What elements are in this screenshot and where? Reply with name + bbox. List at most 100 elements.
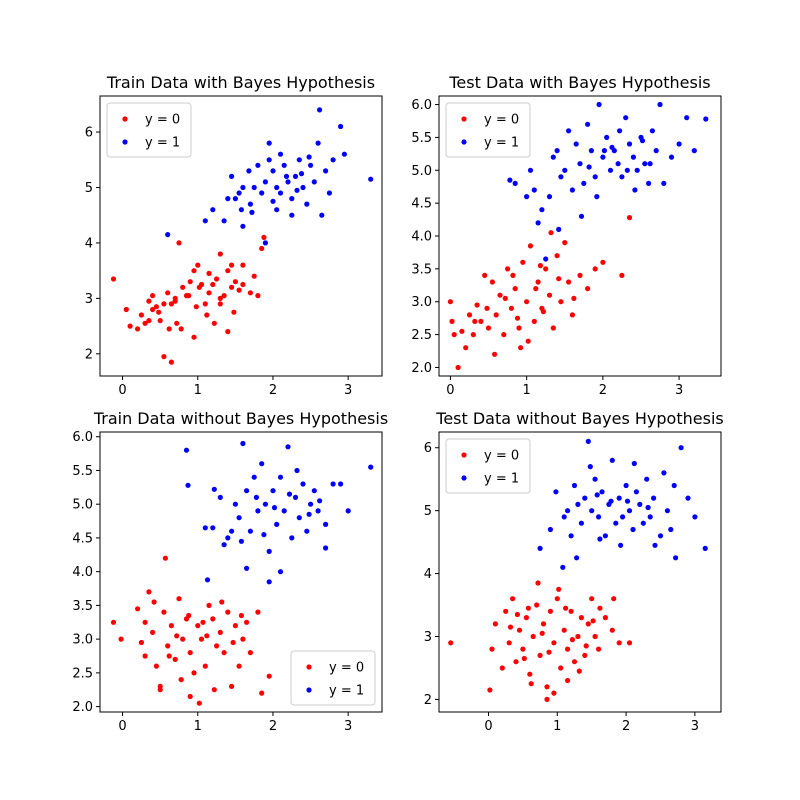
data-point-y0	[556, 586, 562, 592]
data-point-y1	[599, 489, 605, 495]
data-point-y0	[520, 259, 526, 265]
data-point-y1	[315, 508, 321, 514]
data-point-y1	[617, 128, 623, 134]
data-point-y0	[221, 293, 227, 299]
data-point-y1	[671, 482, 677, 489]
data-point-y0	[492, 351, 498, 357]
data-point-y0	[166, 653, 172, 659]
data-point-y1	[647, 514, 653, 520]
data-point-y1	[311, 179, 317, 185]
data-point-y1	[210, 525, 216, 531]
data-point-y0	[176, 596, 182, 602]
data-point-y0	[616, 640, 622, 646]
data-point-y1	[368, 464, 374, 470]
y-tick-label: 4	[85, 236, 93, 251]
data-point-y0	[161, 609, 167, 615]
data-point-y0	[514, 315, 521, 321]
data-point-y1	[602, 533, 609, 539]
data-point-y1	[678, 445, 684, 451]
y-tick-label: 3.5	[72, 599, 93, 614]
x-tick-label: 1	[194, 719, 202, 734]
data-point-y0	[508, 305, 514, 311]
data-point-y1	[592, 174, 598, 180]
data-point-y0	[247, 290, 253, 296]
data-point-y0	[187, 279, 193, 285]
legend: y = 0 y = 1	[106, 102, 192, 158]
data-point-y0	[589, 596, 595, 602]
legend: y = 0 y = 1	[290, 650, 376, 706]
data-point-y0	[546, 649, 552, 655]
data-point-y0	[150, 306, 156, 313]
data-point-y0	[247, 650, 253, 656]
data-point-y1	[594, 492, 600, 498]
legend-marker	[306, 664, 312, 670]
data-point-y0	[530, 633, 536, 640]
legend-marker	[306, 687, 312, 693]
data-point-y1	[585, 438, 591, 444]
data-point-y1	[238, 207, 244, 213]
data-point-y0	[582, 652, 588, 659]
data-point-y0	[575, 633, 581, 640]
data-point-y1	[562, 167, 568, 173]
data-point-y1	[537, 545, 543, 552]
data-point-y0	[499, 665, 505, 671]
data-point-y1	[202, 218, 208, 224]
chart-panel-2: Test Data with Bayes Hypothesis 0 1 2 3 2.0 2.…	[411, 73, 722, 398]
chart-title: Test Data without Bayes Hypothesis	[435, 409, 723, 428]
data-point-y1	[330, 157, 336, 163]
data-point-y0	[110, 619, 117, 625]
data-point-y1	[601, 148, 608, 154]
data-point-y0	[232, 279, 238, 285]
legend-entry: y = 0	[145, 113, 180, 128]
data-point-y0	[214, 643, 220, 649]
y-tick-label: 6.0	[411, 98, 432, 113]
data-point-y1	[244, 488, 250, 494]
data-point-y0	[547, 608, 554, 614]
data-point-y0	[214, 276, 220, 282]
data-point-y0	[123, 306, 129, 313]
data-point-y0	[266, 673, 272, 679]
data-point-y1	[578, 213, 585, 219]
data-point-y0	[509, 596, 516, 602]
data-point-y0	[157, 687, 163, 693]
y-tick-label: 3.0	[72, 633, 93, 648]
data-point-y1	[306, 154, 312, 160]
data-point-y1	[236, 515, 242, 521]
data-point-y0	[514, 611, 521, 618]
data-point-y0	[240, 636, 246, 642]
data-point-y1	[624, 167, 630, 173]
data-point-y0	[474, 302, 480, 308]
data-point-y0	[524, 299, 530, 305]
data-point-y0	[528, 681, 534, 687]
data-point-y1	[566, 128, 572, 134]
data-point-y0	[168, 623, 174, 629]
data-point-y1	[692, 514, 698, 520]
data-point-y1	[649, 128, 656, 134]
data-point-y0	[521, 655, 527, 662]
y-tick-label: 2	[424, 693, 432, 708]
data-point-y0	[561, 627, 567, 633]
data-point-y0	[535, 279, 541, 285]
x-tick-label: 1	[194, 383, 202, 398]
data-point-y1	[277, 151, 284, 157]
data-point-y1	[323, 168, 329, 174]
data-point-y0	[225, 329, 231, 335]
data-point-y0	[118, 636, 124, 642]
data-point-y0	[562, 240, 568, 246]
data-point-y1	[673, 555, 679, 561]
data-point-y0	[568, 608, 574, 614]
data-point-y1	[165, 232, 171, 238]
y-tick-label: 6	[85, 126, 93, 141]
data-point-y1	[596, 101, 602, 108]
data-point-y1	[300, 481, 306, 487]
data-point-y1	[575, 501, 581, 507]
data-point-y1	[535, 220, 541, 226]
data-point-y0	[548, 230, 554, 236]
data-point-y1	[281, 162, 287, 168]
data-point-y1	[289, 212, 295, 218]
data-point-y1	[685, 495, 691, 501]
data-point-y1	[623, 482, 629, 489]
legend-entry: y = 0	[484, 113, 519, 128]
data-point-y1	[368, 176, 374, 182]
data-point-y1	[586, 164, 592, 170]
